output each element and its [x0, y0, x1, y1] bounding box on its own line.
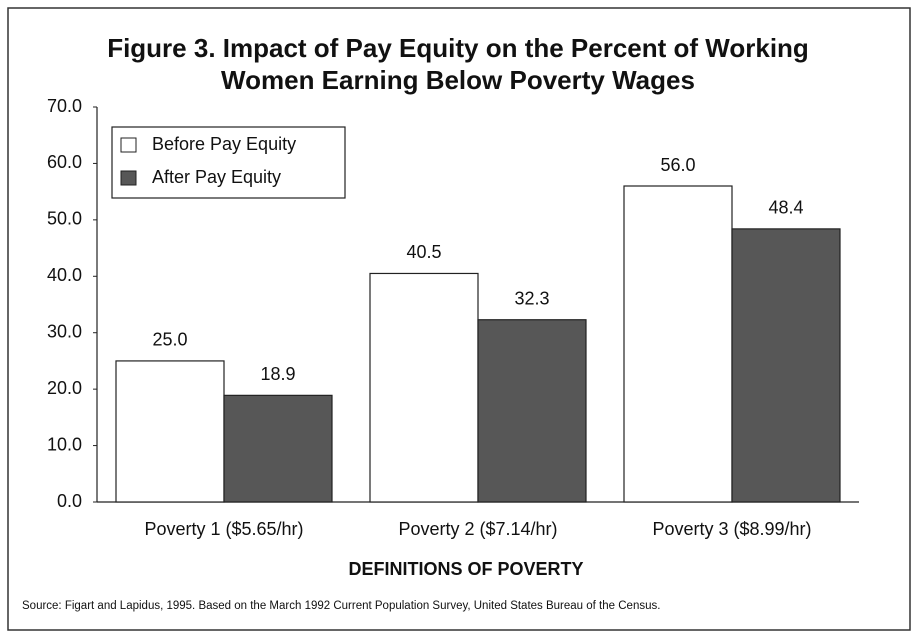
data-label: 25.0	[152, 330, 187, 350]
y-tick-label: 60.0	[47, 152, 82, 172]
legend-label: After Pay Equity	[152, 167, 281, 187]
bar	[477, 319, 587, 503]
y-tick-label: 10.0	[47, 434, 82, 454]
x-tick-label: Poverty 3 ($8.99/hr)	[652, 519, 811, 539]
y-tick-label: 30.0	[47, 321, 82, 341]
y-tick-label: 20.0	[47, 378, 82, 398]
chart-title: Women Earning Below Poverty Wages	[221, 65, 695, 95]
legend-swatch	[120, 170, 137, 186]
data-label: 48.4	[768, 198, 803, 218]
y-tick-label: 40.0	[47, 265, 82, 285]
x-axis-title: DEFINITIONS OF POVERTY	[348, 559, 583, 579]
bar	[223, 394, 333, 503]
source-note: Source: Figart and Lapidus, 1995. Based …	[22, 600, 660, 612]
data-label: 18.9	[260, 364, 295, 384]
bar	[369, 272, 479, 503]
chart-title: Figure 3. Impact of Pay Equity on the Pe…	[107, 33, 809, 63]
bar	[731, 228, 841, 503]
data-label: 56.0	[660, 155, 695, 175]
y-tick-label: 70.0	[47, 96, 82, 116]
bar	[623, 185, 733, 503]
data-label: 32.3	[514, 288, 549, 308]
x-tick-label: Poverty 2 ($7.14/hr)	[398, 519, 557, 539]
bar	[115, 360, 225, 503]
y-tick-label: 0.0	[57, 491, 82, 511]
legend-label: Before Pay Equity	[152, 134, 296, 154]
legend-box	[111, 126, 346, 199]
y-tick-label: 50.0	[47, 209, 82, 229]
data-label: 40.5	[406, 242, 441, 262]
x-tick-label: Poverty 1 ($5.65/hr)	[144, 519, 303, 539]
legend-swatch	[120, 137, 137, 153]
